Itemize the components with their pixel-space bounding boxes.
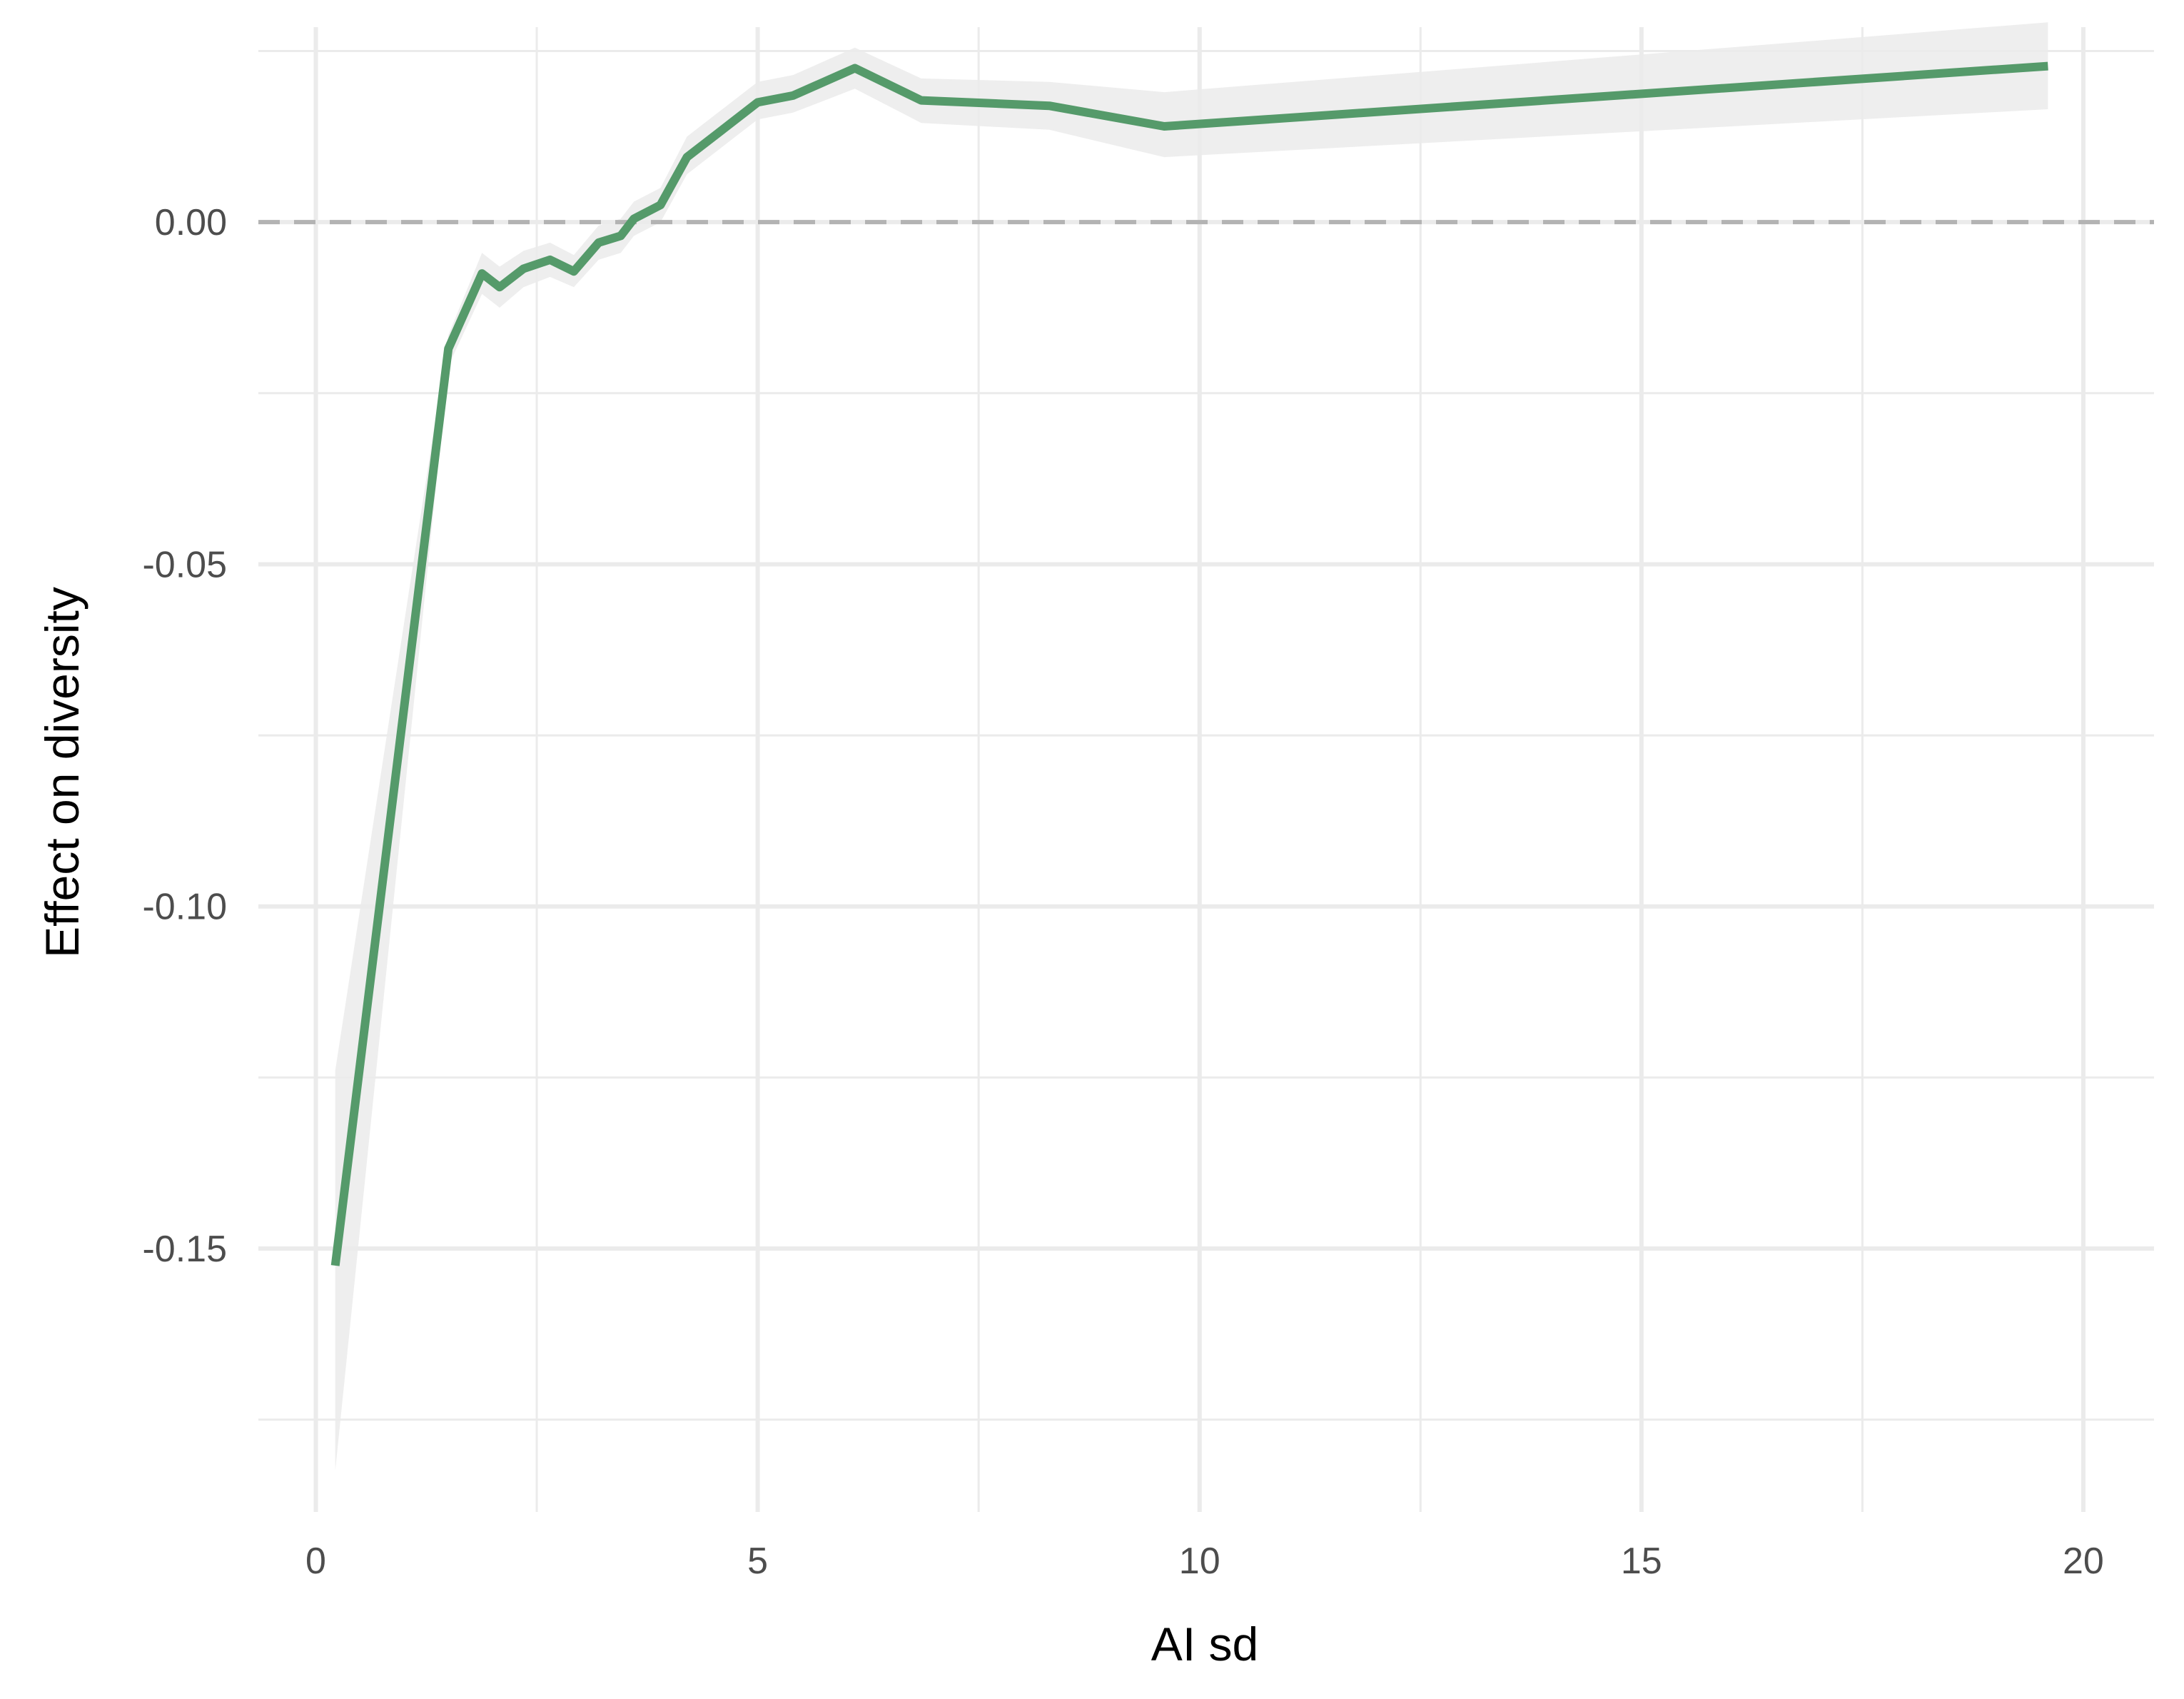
series-line-layer xyxy=(330,61,2048,1266)
y-tick-label: 0.00 xyxy=(155,202,227,243)
y-axis-title: Effect on diversity xyxy=(36,587,89,958)
x-tick-label: 20 xyxy=(2063,1541,2104,1582)
y-tick-labels: -0.15 -0.10 -0.05 0.00 xyxy=(142,202,227,1270)
y-tick-label: -0.15 xyxy=(142,1229,227,1270)
x-axis-title: AI sd xyxy=(1151,1618,1258,1670)
x-tick-labels: 0 5 10 15 20 xyxy=(305,1541,2104,1582)
series-line xyxy=(330,61,2048,1266)
x-tick-label: 15 xyxy=(1621,1541,1662,1582)
x-tick-label: 0 xyxy=(305,1541,326,1582)
y-tick-label: -0.05 xyxy=(142,544,227,585)
x-tick-label: 5 xyxy=(747,1541,768,1582)
y-tick-label: -0.10 xyxy=(142,887,227,928)
x-tick-label: 10 xyxy=(1179,1541,1220,1582)
